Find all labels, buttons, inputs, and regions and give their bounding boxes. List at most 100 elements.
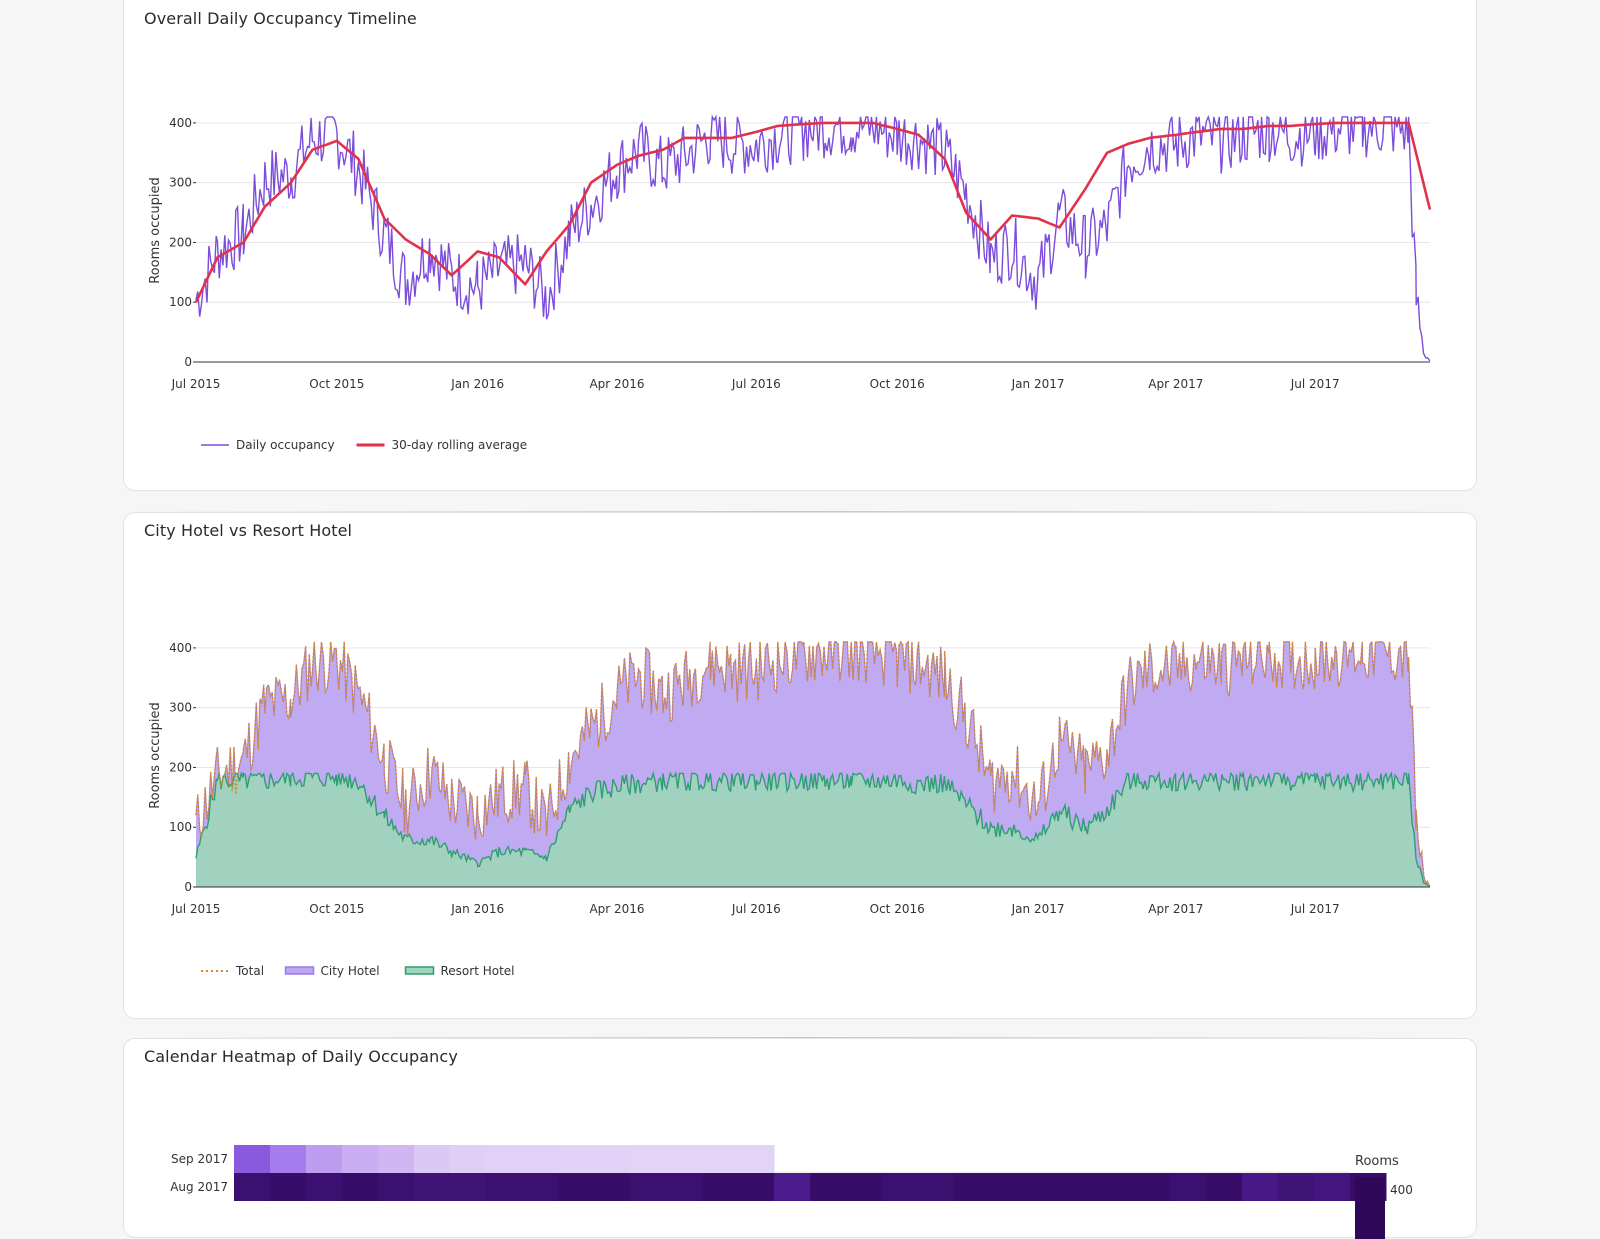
heatmap-cell — [666, 1145, 703, 1173]
heatmap-cell — [378, 1173, 415, 1201]
x-tick-label: Jul 2016 — [731, 902, 781, 916]
x-tick-label: Jan 2016 — [450, 902, 504, 916]
heatmap-cell — [1134, 1173, 1171, 1201]
y-tick-label: 200 — [169, 235, 192, 249]
series-rolling-average — [194, 121, 1432, 303]
heatmap-cell — [522, 1145, 559, 1173]
chart-card-heatmap: Calendar Heatmap of Daily Occupancy Sep … — [123, 1038, 1478, 1239]
heatmap-cell — [1062, 1173, 1099, 1201]
x-tick-label: Jul 2015 — [171, 377, 221, 391]
x-tick-label: Apr 2017 — [1148, 902, 1203, 916]
x-tick-label: Jan 2017 — [1011, 377, 1065, 391]
heatmap-cell — [630, 1173, 667, 1201]
y-tick-label: 400 — [169, 116, 192, 130]
x-tick-label: Apr 2016 — [589, 902, 644, 916]
chart-card-hotels: City Hotel vs Resort Hotel 0 100 200 300 400… — [123, 512, 1477, 1019]
x-tick-label: Jul 2017 — [1290, 902, 1340, 916]
heatmap-cell — [594, 1145, 631, 1173]
area-resort-hotel — [196, 773, 1430, 887]
x-tick-label: Jul 2016 — [731, 377, 781, 391]
heatmap-cell — [414, 1145, 451, 1173]
legend-swatch — [404, 966, 435, 975]
y-tick-label: 300 — [169, 701, 192, 715]
heatmap-cell — [666, 1173, 703, 1201]
chart-card-overall: Overall Daily Occupancy Timeline 0 100 200… — [123, 0, 1477, 491]
heatmap-cell — [630, 1145, 667, 1173]
heatmap-cell — [810, 1173, 847, 1201]
x-tick-label: Oct 2015 — [309, 902, 364, 916]
heatmap-cell — [378, 1145, 415, 1173]
heatmap-cell — [1314, 1173, 1351, 1201]
heatmap-cell — [486, 1145, 523, 1173]
chart-title: Overall Daily Occupancy Timeline — [144, 9, 417, 28]
legend-item: Resort Hotel — [404, 964, 515, 978]
y-tick-label: 100 — [169, 820, 192, 834]
heatmap-cell — [270, 1145, 307, 1173]
heatmap-cell — [1242, 1173, 1279, 1201]
heatmap-cell — [846, 1173, 883, 1201]
series-daily-occupancy — [195, 114, 1431, 362]
x-tick-label: Oct 2016 — [870, 377, 925, 391]
x-tick-label: Jul 2015 — [171, 902, 221, 916]
colorbar-title: Rooms — [1355, 1154, 1399, 1169]
legend-label: City Hotel — [321, 964, 380, 978]
heatmap-cell — [702, 1145, 739, 1173]
heatmap-cell — [702, 1173, 739, 1201]
heatmap-cell — [486, 1173, 523, 1201]
colorbar — [1355, 1177, 1385, 1239]
heatmap-cell — [306, 1173, 343, 1201]
y-tick-label: 300 — [169, 176, 192, 190]
legend-item: 30-day rolling average — [356, 438, 528, 452]
legend-swatch — [284, 966, 315, 975]
x-tick-label: Apr 2016 — [589, 377, 644, 391]
hotel-comparison-chart[interactable]: 0 100 200 300 400 Jul 2015 Oct 2015 Jan 2016 Apr… — [124, 513, 1478, 1020]
heatmap-cell — [270, 1173, 307, 1201]
heatmap-cell — [1206, 1173, 1243, 1201]
y-tick-label: 400 — [169, 641, 192, 655]
calendar-heatmap[interactable]: Sep 2017 Aug 2017 Rooms 400 — [124, 1039, 1478, 1239]
x-tick-label: Jan 2016 — [450, 377, 504, 391]
heatmap-cell — [1098, 1173, 1135, 1201]
heatmap-cell — [1170, 1173, 1207, 1201]
overall-occupancy-chart[interactable]: 0 100 200 300 400 Jul 2015 Oct 2015 Jan 2016 Apr… — [124, 0, 1478, 492]
y-tick-label: 200 — [169, 760, 192, 774]
legend-label: 30-day rolling average — [392, 438, 528, 452]
legend-label: Resort Hotel — [441, 964, 515, 978]
chart-title: Calendar Heatmap of Daily Occupancy — [144, 1047, 458, 1066]
heatmap-cell — [450, 1173, 487, 1201]
colorbar-tick-label: 400 — [1390, 1183, 1413, 1197]
heatmap-cell — [234, 1173, 271, 1201]
heatmap-cell — [990, 1173, 1027, 1201]
y-axis-title: Rooms occupied — [148, 177, 163, 284]
y-tick-label: Aug 2017 — [170, 1180, 228, 1194]
y-tick-label: 0 — [184, 880, 192, 894]
heatmap-cell — [1278, 1173, 1315, 1201]
legend-label: Total — [235, 964, 264, 978]
y-tick-label: 100 — [169, 295, 192, 309]
x-tick-label: Oct 2015 — [309, 377, 364, 391]
heatmap-cell — [774, 1173, 811, 1201]
legend-label: Daily occupancy — [236, 438, 335, 452]
x-tick-label: Jul 2017 — [1290, 377, 1340, 391]
legend-item: Total — [201, 964, 264, 978]
x-tick-label: Oct 2016 — [870, 902, 925, 916]
heatmap-cell — [738, 1173, 775, 1201]
heatmap-cell — [306, 1145, 343, 1173]
legend-item: City Hotel — [284, 964, 380, 978]
heatmap-cell — [1026, 1173, 1063, 1201]
y-tick-label: Sep 2017 — [171, 1152, 228, 1166]
legend-item: Daily occupancy — [201, 438, 335, 452]
heatmap-cell — [522, 1173, 559, 1201]
heatmap-cell — [738, 1145, 775, 1173]
heatmap-cell — [414, 1173, 451, 1201]
heatmap-cell — [558, 1145, 595, 1173]
heatmap-cell — [450, 1145, 487, 1173]
line-resort-hotel — [195, 770, 1431, 887]
x-tick-label: Apr 2017 — [1148, 377, 1203, 391]
heatmap-cell — [234, 1145, 271, 1173]
chart-title: City Hotel vs Resort Hotel — [144, 521, 353, 540]
heatmap-cell — [342, 1145, 379, 1173]
heatmap-cell — [954, 1173, 991, 1201]
heatmap-cell — [558, 1173, 595, 1201]
heatmap-cell — [342, 1173, 379, 1201]
